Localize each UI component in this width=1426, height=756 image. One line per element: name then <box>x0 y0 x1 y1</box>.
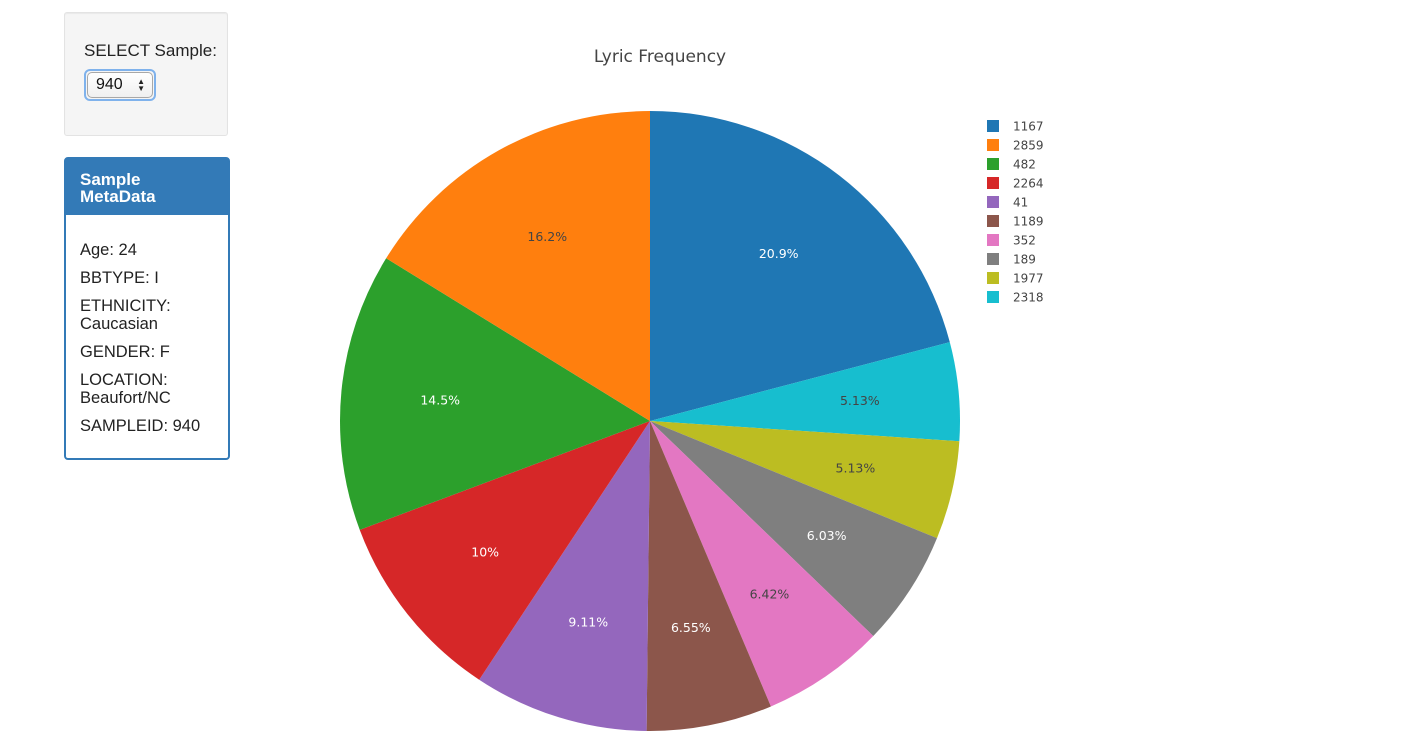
pie-slice-2859[interactable] <box>386 111 650 421</box>
pie-slice-label-2318: 5.13% <box>840 393 880 408</box>
legend-label-352: 352 <box>1013 234 1036 248</box>
chart-legend: 1167 2859 482 2264 41 1189 352 189 1977 2318 <box>987 120 1044 305</box>
pie-slice-1977[interactable] <box>650 421 960 539</box>
pie-slice-label-189: 6.03% <box>807 528 847 543</box>
legend-label-1189: 1189 <box>1013 215 1044 229</box>
legend-swatch-2859 <box>987 139 999 151</box>
pie-slice-label-1167: 20.9% <box>759 246 799 261</box>
pie-slice-41[interactable] <box>479 421 650 731</box>
legend-item-2264[interactable]: 2264 <box>987 177 1044 191</box>
legend-item-41[interactable]: 41 <box>987 196 1028 210</box>
legend-item-2859[interactable]: 2859 <box>987 139 1044 153</box>
metadata-gender: GENDER: F <box>80 343 170 361</box>
pie-slice-label-352: 6.42% <box>750 587 790 602</box>
metadata-location: LOCATION: Beaufort/NC <box>80 371 171 407</box>
sample-selector-panel: SELECT Sample: 940 ▲ ▼ <box>64 12 228 136</box>
legend-swatch-2264 <box>987 177 999 189</box>
legend-item-352[interactable]: 352 <box>987 234 1036 248</box>
legend-swatch-1189 <box>987 215 999 227</box>
legend-swatch-1167 <box>987 120 999 132</box>
legend-item-1167[interactable]: 1167 <box>987 120 1044 134</box>
chart-title: Lyric Frequency <box>594 47 726 67</box>
legend-swatch-1977 <box>987 272 999 284</box>
legend-item-1977[interactable]: 1977 <box>987 272 1044 286</box>
metadata-bbtype: BBTYPE: I <box>80 269 159 287</box>
legend-item-1189[interactable]: 1189 <box>987 215 1044 229</box>
legend-label-2318: 2318 <box>1013 291 1044 305</box>
legend-label-189: 189 <box>1013 253 1036 267</box>
pie-slice-label-1977: 5.13% <box>836 460 876 475</box>
legend-item-2318[interactable]: 2318 <box>987 291 1044 305</box>
metadata-body: Age: 24 BBTYPE: I ETHNICITY: Caucasian G… <box>66 215 228 435</box>
legend-swatch-352 <box>987 234 999 246</box>
pie-slice-2264[interactable] <box>359 421 650 680</box>
legend-swatch-2318 <box>987 291 999 303</box>
legend-label-2859: 2859 <box>1013 139 1044 153</box>
metadata-ethnicity: ETHNICITY: Caucasian <box>80 297 171 333</box>
pie-slice-label-1189: 6.55% <box>671 620 711 635</box>
legend-swatch-482 <box>987 158 999 170</box>
sample-metadata-panel: Sample MetaData Age: 24 BBTYPE: I ETHNIC… <box>64 157 230 460</box>
legend-item-482[interactable]: 482 <box>987 158 1036 172</box>
pie-slices <box>339 111 960 732</box>
pie-slice-352[interactable] <box>650 421 874 707</box>
metadata-sampleid: SAMPLEID: 940 <box>80 417 201 435</box>
pie-slice-189[interactable] <box>650 421 938 637</box>
sample-select-value: 940 <box>96 76 123 93</box>
pie-slice-labels: 20.9% 5.13% 5.13% 6.03% 6.42% 6.55% 9.11% 10% 14… <box>420 229 879 635</box>
pie-slice-label-2859: 16.2% <box>527 229 567 244</box>
pie-slice-2318[interactable] <box>650 342 960 442</box>
legend-label-482: 482 <box>1013 158 1036 172</box>
pie-slice-1189[interactable] <box>646 421 771 732</box>
sample-select-focus-ring[interactable]: 940 ▲ ▼ <box>84 69 156 101</box>
metadata-age: Age: 24 <box>80 241 137 259</box>
pie-slice-label-41: 9.11% <box>568 615 608 630</box>
legend-swatch-41 <box>987 196 999 208</box>
sample-select-dropdown[interactable]: 940 ▲ ▼ <box>87 72 153 98</box>
pie-slice-1167[interactable] <box>650 111 950 421</box>
pie-slice-label-2264: 10% <box>471 544 499 559</box>
legend-label-1977: 1977 <box>1013 272 1044 286</box>
select-arrows-icon: ▲ ▼ <box>137 77 145 93</box>
legend-swatch-189 <box>987 253 999 265</box>
legend-item-189[interactable]: 189 <box>987 253 1036 267</box>
pie-slice-label-482: 14.5% <box>420 393 460 408</box>
metadata-heading: Sample MetaData <box>66 159 228 215</box>
legend-label-41: 41 <box>1013 196 1028 210</box>
legend-label-2264: 2264 <box>1013 177 1044 191</box>
pie-slice-482[interactable] <box>339 258 650 530</box>
sample-selector-title: SELECT Sample: <box>84 41 217 60</box>
legend-label-1167: 1167 <box>1013 120 1044 134</box>
